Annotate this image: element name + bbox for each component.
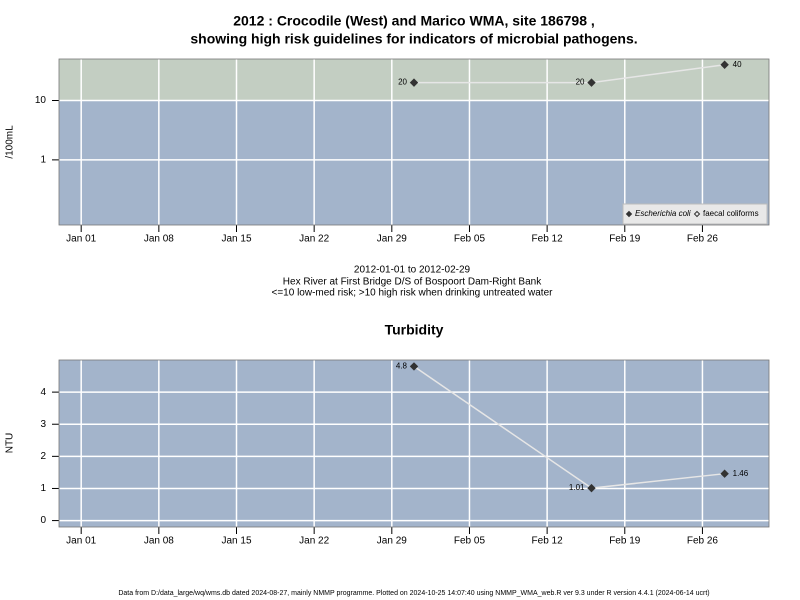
- x-tick-label: Feb 12: [532, 536, 564, 547]
- legend-marker: [693, 210, 701, 218]
- legend-marker: [625, 210, 633, 218]
- chart-title: 2012 : Crocodile (West) and Marico WMA, …: [233, 13, 595, 29]
- x-tick-label: Feb 26: [687, 234, 719, 245]
- x-tick-label: Jan 01: [66, 234, 96, 245]
- plot-frame: [58, 359, 770, 528]
- x-tick-label: Jan 29: [377, 234, 407, 245]
- x-tick-label: Jan 08: [144, 234, 174, 245]
- data-point: [587, 78, 596, 87]
- x-tick-label: Jan 08: [144, 536, 174, 547]
- legend-label: Escherichia coli: [635, 209, 691, 218]
- chart-title: Turbidity: [385, 322, 444, 338]
- legend-label: faecal coliforms: [703, 209, 759, 218]
- data-point: [409, 78, 419, 87]
- x-tick-label: Jan 01: [66, 536, 96, 547]
- x-tick-label: Jan 22: [299, 234, 329, 245]
- y-tick-label: 0: [40, 515, 46, 526]
- y-tick-label: 1: [40, 155, 46, 166]
- y-tick-label: 4: [40, 387, 46, 398]
- x-tick-label: Feb 12: [532, 234, 564, 245]
- footer: Data from D:/data_large/wq/wms.db dated …: [118, 590, 709, 597]
- plot-background: [59, 360, 769, 527]
- plot-frame: [58, 58, 770, 226]
- y-tick-label: 3: [40, 419, 46, 430]
- y-axis-label: NTU: [5, 433, 16, 454]
- note: 2012-01-01 to 2012-02-29: [354, 265, 471, 276]
- y-axis-label: /100mL: [5, 125, 16, 159]
- data-label: 1.46: [733, 469, 749, 478]
- y-tick-label: 2: [40, 451, 46, 462]
- x-tick-label: Feb 26: [687, 536, 719, 547]
- data-label: 4.8: [396, 362, 408, 371]
- data-label: 1.01: [569, 483, 585, 492]
- x-tick-label: Jan 15: [221, 234, 251, 245]
- data-point: [409, 362, 419, 371]
- x-tick-label: Feb 19: [609, 536, 641, 547]
- data-label: 40: [733, 60, 742, 69]
- data-point: [587, 483, 596, 493]
- y-tick-label: 1: [40, 483, 46, 494]
- data-label: 20: [576, 78, 585, 87]
- x-tick-label: Jan 22: [299, 536, 329, 547]
- data-label: 20: [398, 78, 407, 87]
- x-tick-label: Feb 19: [609, 234, 641, 245]
- x-tick-label: Jan 29: [377, 536, 407, 547]
- x-tick-label: Feb 05: [454, 234, 486, 245]
- chart-title: showing high risk guidelines for indicat…: [190, 31, 637, 47]
- note: <=10 low-med risk; >10 high risk when dr…: [272, 288, 554, 299]
- data-point: [720, 469, 729, 478]
- y-tick-label: 10: [35, 95, 47, 106]
- data-point: [720, 60, 729, 69]
- x-tick-label: Feb 05: [454, 536, 486, 547]
- note: Hex River at First Bridge D/S of Bospoor…: [283, 277, 542, 288]
- x-tick-label: Jan 15: [221, 536, 251, 547]
